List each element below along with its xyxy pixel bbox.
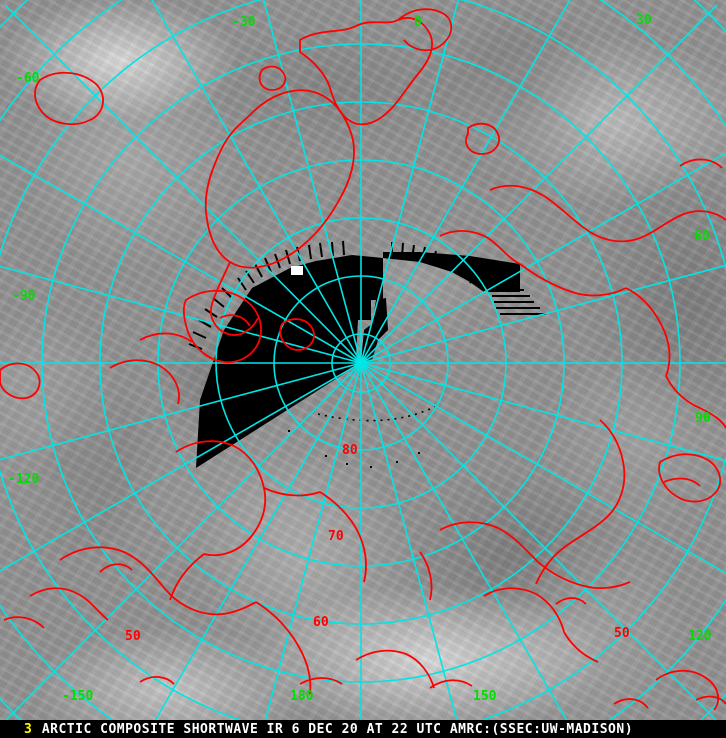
longitude-label: -90 xyxy=(12,289,36,304)
caption-number: 3 xyxy=(24,721,32,737)
longitude-label: -150 xyxy=(62,689,94,704)
longitude-label: -60 xyxy=(16,71,40,86)
latitude-label: 50 xyxy=(614,626,630,641)
longitude-label: 60 xyxy=(694,229,710,244)
longitude-label: 180 xyxy=(290,689,314,704)
longitude-label: 90 xyxy=(695,411,711,426)
longitude-label: 120 xyxy=(688,629,712,644)
latitude-label: 60 xyxy=(313,615,329,630)
latitude-label: 70 xyxy=(328,529,344,544)
caption-bar: 3 ARCTIC COMPOSITE SHORTWAVE IR 6 DEC 20… xyxy=(0,720,726,738)
longitude-spokes xyxy=(0,0,726,720)
longitude-label: -120 xyxy=(8,472,40,487)
longitude-label: 150 xyxy=(473,689,497,704)
latitude-label: 80 xyxy=(342,443,358,458)
latitude-label: 50 xyxy=(125,629,141,644)
longitude-label: 30 xyxy=(636,13,652,28)
map-vector-overlay xyxy=(0,0,726,720)
longitude-label: -30 xyxy=(232,15,256,30)
longitude-label: 0 xyxy=(414,15,422,30)
caption-text: ARCTIC COMPOSITE SHORTWAVE IR 6 DEC 20 A… xyxy=(41,721,634,737)
polar-data-gap xyxy=(188,240,546,468)
coastlines xyxy=(0,8,726,711)
